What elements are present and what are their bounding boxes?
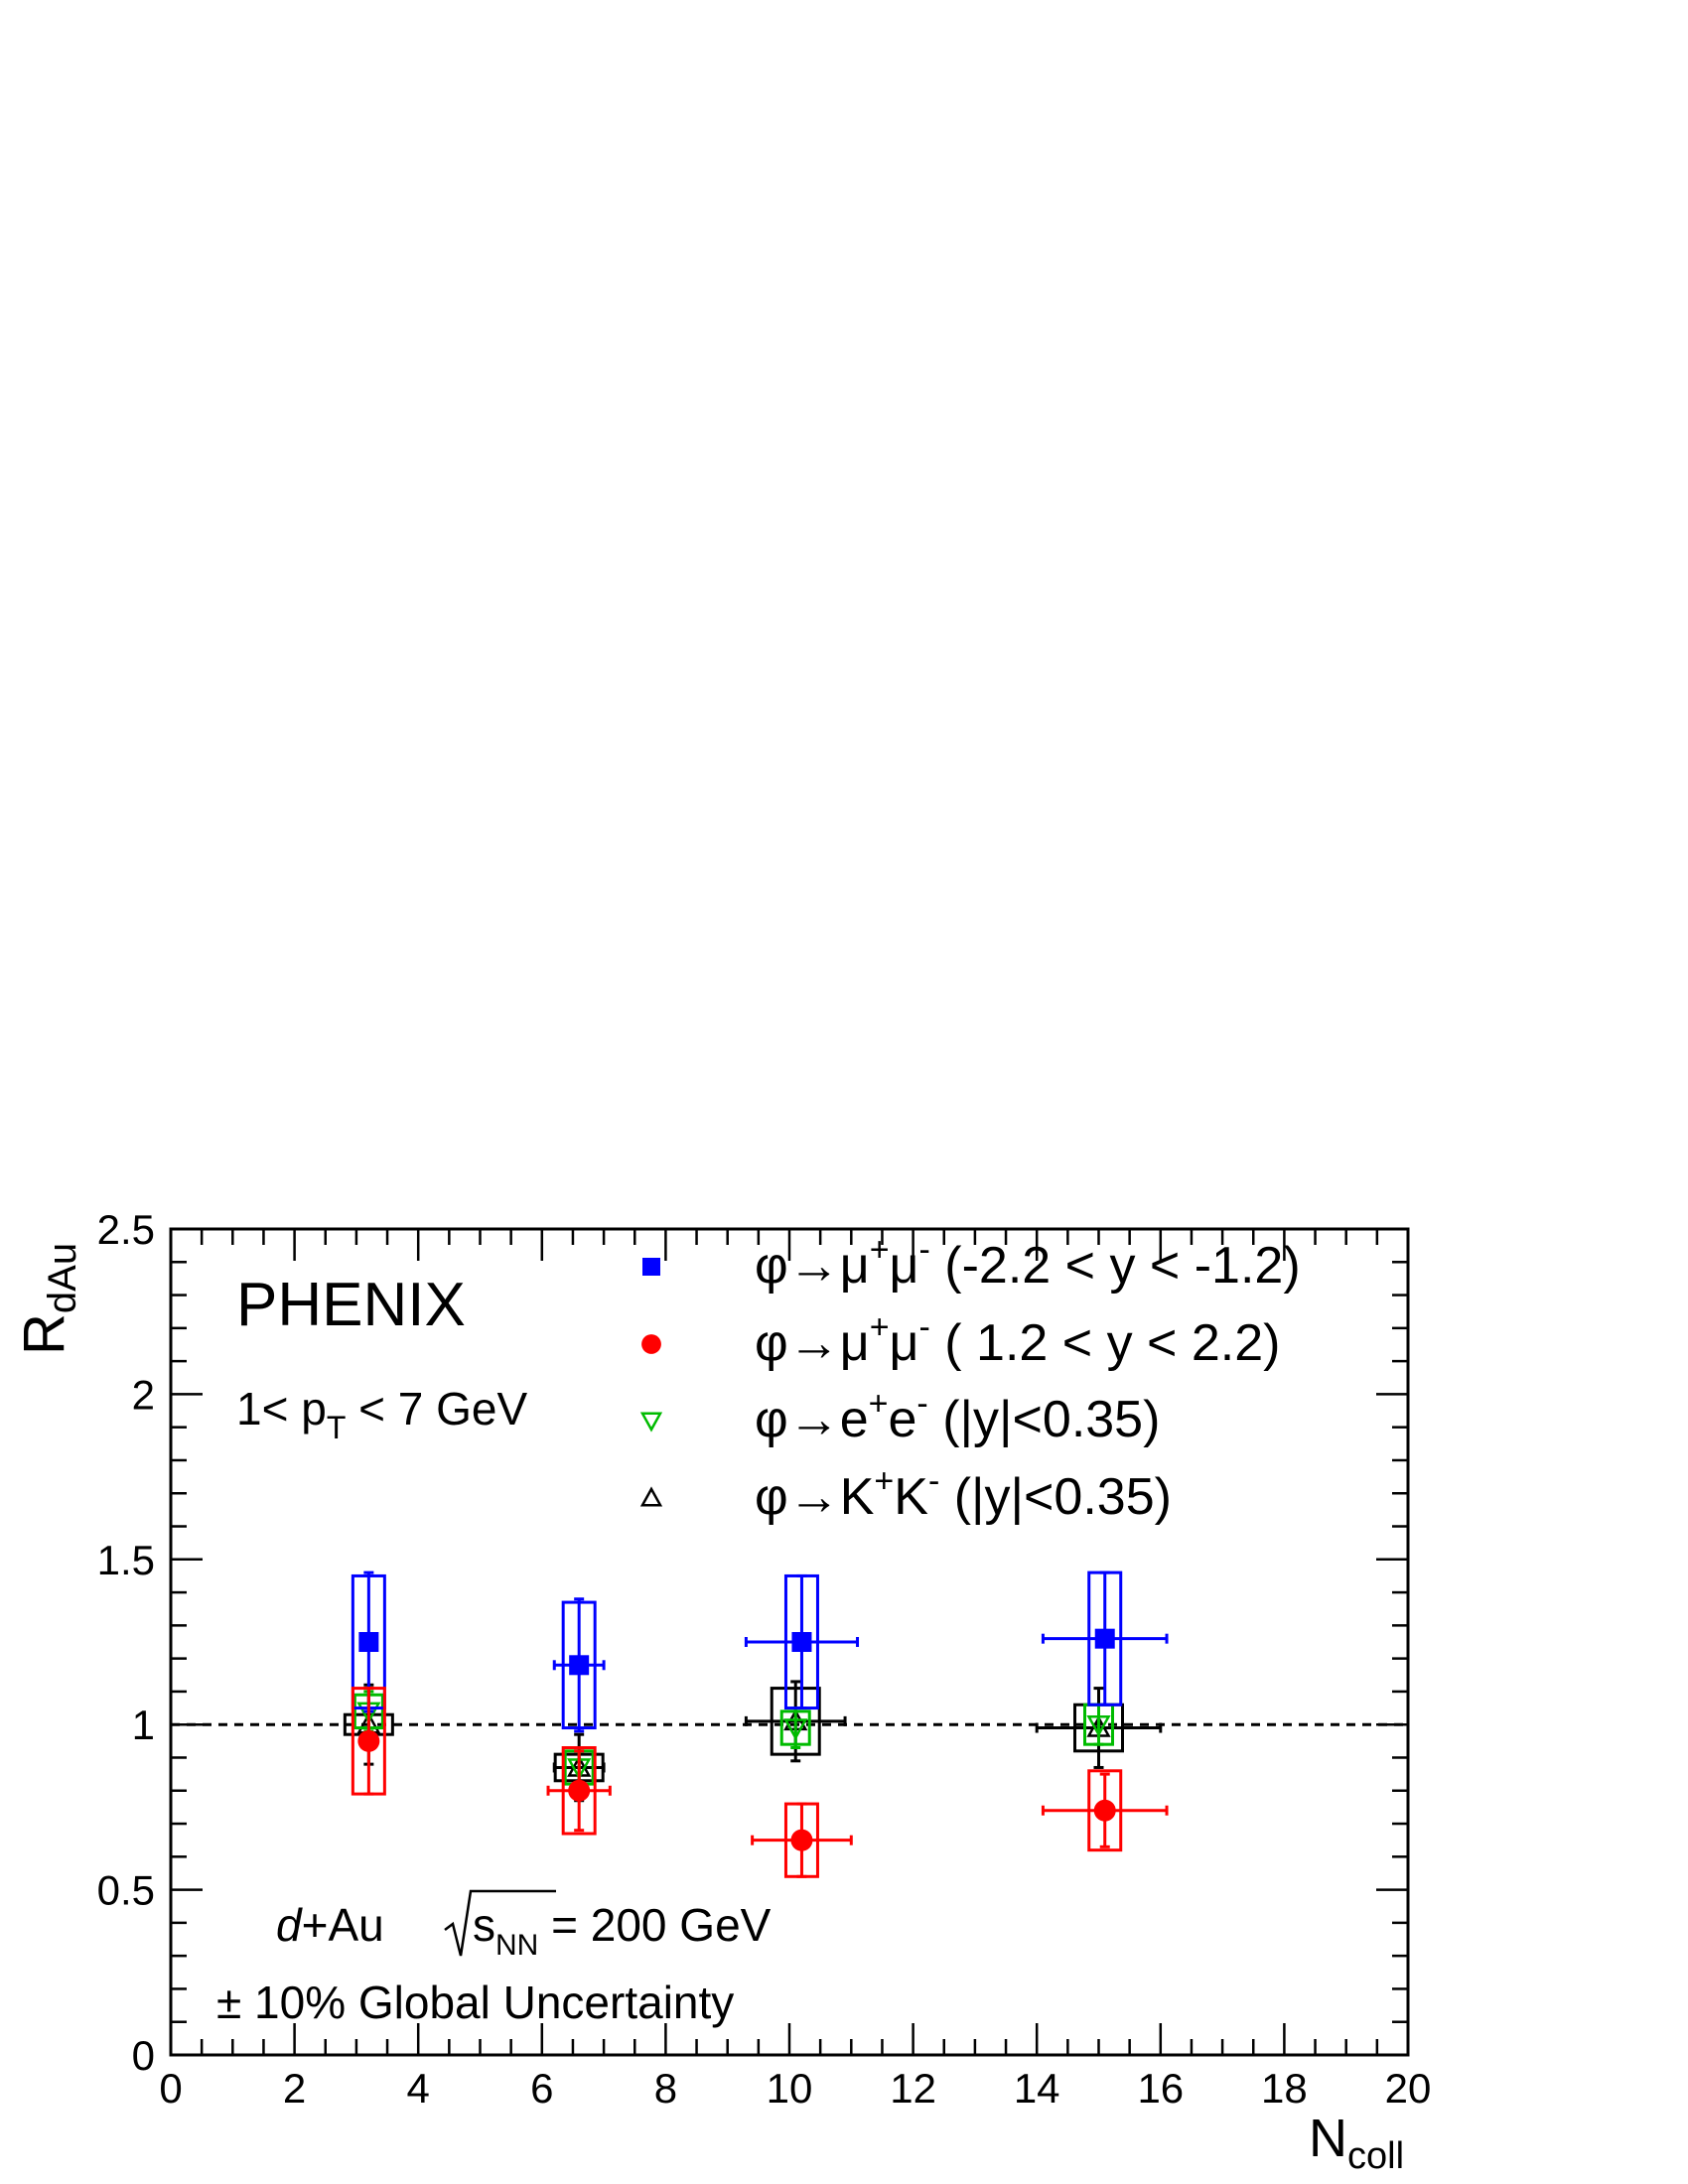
system-label: d+Au bbox=[276, 1899, 384, 1951]
legend-label-sup: + bbox=[870, 1231, 890, 1269]
system-rest: +Au bbox=[302, 1899, 384, 1951]
y-axis-title-main: R bbox=[12, 1313, 76, 1355]
marker-square bbox=[1094, 1628, 1115, 1649]
x-axis-title: Ncoll bbox=[1309, 2109, 1404, 2177]
data-point bbox=[1041, 1570, 1169, 1706]
data-point bbox=[744, 1573, 860, 1710]
energy-s: s bbox=[473, 1899, 495, 1951]
legend-label-sup: - bbox=[928, 1462, 939, 1500]
x-tick-label: 6 bbox=[530, 2065, 553, 2112]
x-tick-label: 2 bbox=[283, 2065, 306, 2112]
marker-circle bbox=[1093, 1799, 1116, 1822]
marker-circle bbox=[641, 1334, 661, 1354]
legend-item: φ→μ+μ- (-2.2 < y < -1.2) bbox=[642, 1231, 1301, 1295]
data-point bbox=[779, 1706, 811, 1749]
energy-value: = 200 GeV bbox=[538, 1899, 771, 1951]
legend-label-sup: + bbox=[869, 1385, 889, 1423]
marker-square bbox=[358, 1632, 379, 1652]
marker-square bbox=[642, 1258, 660, 1276]
x-tick-label: 18 bbox=[1261, 2065, 1308, 2112]
legend-label-main: φ→μ bbox=[755, 1314, 870, 1372]
legend-label-sup: + bbox=[874, 1462, 894, 1500]
x-tick-label: 8 bbox=[654, 2065, 677, 2112]
legend-label-sup: - bbox=[919, 1308, 930, 1346]
legend-label: φ→μ+μ- ( 1.2 < y < 2.2) bbox=[755, 1308, 1280, 1372]
pt-range-pre: 1< p bbox=[236, 1383, 327, 1434]
y-tick-label: 2 bbox=[132, 1371, 155, 1418]
y-axis-title: RdAu bbox=[12, 1243, 84, 1355]
legend-label-sup: - bbox=[916, 1385, 927, 1423]
data-point bbox=[546, 1745, 612, 1836]
global-uncertainty-label: ± 10% Global Uncertainty bbox=[216, 1977, 734, 2028]
y-tick-label: 1 bbox=[132, 1702, 155, 1748]
legend-label: φ→K+K- (|y|<0.35) bbox=[755, 1462, 1172, 1526]
legend-label-sup: + bbox=[870, 1308, 890, 1346]
system-italic: d bbox=[276, 1899, 303, 1951]
y-tick-label: 2.5 bbox=[97, 1206, 155, 1253]
x-tick-label: 14 bbox=[1014, 2065, 1060, 2112]
x-tick-label: 20 bbox=[1385, 2065, 1432, 2112]
y-tick-label: 0 bbox=[132, 2032, 155, 2079]
y-axis-title-sub: dAu bbox=[41, 1243, 84, 1313]
x-tick-label: 16 bbox=[1137, 2065, 1184, 2112]
x-tick-label: 12 bbox=[890, 2065, 936, 2112]
x-axis-title-sub: coll bbox=[1347, 2135, 1404, 2177]
marker-circle bbox=[790, 1829, 813, 1851]
legend-label: φ→e+e- (|y|<0.35) bbox=[755, 1385, 1160, 1448]
marker-triangle-down bbox=[639, 1412, 663, 1433]
data-point bbox=[1041, 1769, 1169, 1852]
legend-label-rest: (-2.2 < y < -1.2) bbox=[930, 1237, 1301, 1295]
legend-label-rest: ( 1.2 < y < 2.2) bbox=[930, 1314, 1281, 1372]
series-3 bbox=[343, 1680, 1163, 1803]
marker-square bbox=[569, 1655, 590, 1676]
legend-label: φ→μ+μ- (-2.2 < y < -1.2) bbox=[755, 1231, 1301, 1295]
y-tick-label: 0.5 bbox=[97, 1867, 155, 1914]
marker-circle bbox=[357, 1729, 380, 1752]
sqrt-sign bbox=[444, 1889, 556, 1957]
data-point bbox=[751, 1802, 853, 1878]
marker-circle bbox=[568, 1779, 591, 1802]
pt-range-label: 1< pT < 7 GeV bbox=[236, 1383, 528, 1445]
pt-range-sub: T bbox=[327, 1410, 347, 1445]
legend-label-sup: - bbox=[919, 1231, 930, 1269]
x-tick-label: 4 bbox=[407, 2065, 430, 2112]
legend-label-mid: μ bbox=[890, 1314, 919, 1372]
axis-tick-labels: 0 2 4 6 8 10 12 14 16 18 20 0 0.5 1 1.5 2 2.5 bbox=[97, 1206, 1432, 2112]
y-tick-label: 1.5 bbox=[97, 1537, 155, 1583]
data-point bbox=[552, 1597, 606, 1733]
legend-item: φ→e+e- (|y|<0.35) bbox=[639, 1385, 1160, 1448]
marker-triangle-up bbox=[639, 1486, 663, 1507]
energy-label: sNN = 200 GeV bbox=[473, 1899, 772, 1962]
legend-label-rest: (|y|<0.35) bbox=[928, 1391, 1161, 1448]
data-point bbox=[351, 1687, 386, 1796]
series-0 bbox=[351, 1570, 1169, 1733]
legend: φ→μ+μ- (-2.2 < y < -1.2)φ→μ+μ- ( 1.2 < y… bbox=[639, 1231, 1301, 1526]
x-tick-label: 0 bbox=[159, 2065, 182, 2112]
legend-item: φ→μ+μ- ( 1.2 < y < 2.2) bbox=[641, 1308, 1280, 1372]
series-2 bbox=[352, 1690, 1114, 1786]
marker-square bbox=[791, 1632, 812, 1652]
series-layer bbox=[343, 1570, 1169, 1878]
x-tick-label: 10 bbox=[767, 2065, 813, 2112]
series-1 bbox=[351, 1687, 1169, 1878]
axis-ticks bbox=[169, 1227, 1410, 2057]
x-axis-title-main: N bbox=[1309, 2109, 1347, 2168]
legend-label-mid: μ bbox=[890, 1237, 919, 1295]
legend-label-main: φ→e bbox=[755, 1391, 869, 1448]
legend-label-mid: K bbox=[894, 1468, 928, 1526]
energy-sub: NN bbox=[495, 1929, 538, 1962]
pt-range-post: < 7 GeV bbox=[346, 1383, 527, 1434]
legend-label-main: φ→K bbox=[755, 1468, 875, 1526]
legend-label-mid: e bbox=[889, 1391, 917, 1448]
legend-label-main: φ→μ bbox=[755, 1237, 870, 1295]
experiment-label: PHENIX bbox=[236, 1271, 466, 1339]
marker-triangle-down bbox=[783, 1718, 808, 1741]
legend-item: φ→K+K- (|y|<0.35) bbox=[639, 1462, 1172, 1526]
marker-triangle-down bbox=[1086, 1714, 1111, 1737]
legend-label-rest: (|y|<0.35) bbox=[939, 1468, 1172, 1526]
